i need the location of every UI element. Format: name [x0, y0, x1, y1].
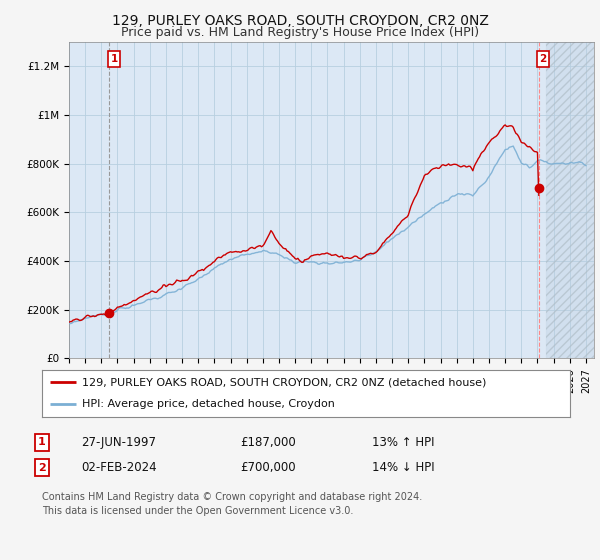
Bar: [545, 42, 594, 358]
Text: £700,000: £700,000: [240, 461, 296, 474]
Text: 2: 2: [38, 463, 46, 473]
Text: Price paid vs. HM Land Registry's House Price Index (HPI): Price paid vs. HM Land Registry's House …: [121, 26, 479, 39]
Text: £187,000: £187,000: [240, 436, 296, 449]
Bar: [545, 42, 594, 358]
Text: 14% ↓ HPI: 14% ↓ HPI: [372, 461, 434, 474]
Text: 1: 1: [38, 437, 46, 447]
Text: 129, PURLEY OAKS ROAD, SOUTH CROYDON, CR2 0NZ (detached house): 129, PURLEY OAKS ROAD, SOUTH CROYDON, CR…: [82, 377, 486, 388]
Text: 13% ↑ HPI: 13% ↑ HPI: [372, 436, 434, 449]
Text: 02-FEB-2024: 02-FEB-2024: [81, 461, 157, 474]
Text: HPI: Average price, detached house, Croydon: HPI: Average price, detached house, Croy…: [82, 399, 334, 409]
Text: 129, PURLEY OAKS ROAD, SOUTH CROYDON, CR2 0NZ: 129, PURLEY OAKS ROAD, SOUTH CROYDON, CR…: [112, 14, 488, 28]
Text: 27-JUN-1997: 27-JUN-1997: [81, 436, 156, 449]
Text: 1: 1: [110, 54, 118, 64]
Text: Contains HM Land Registry data © Crown copyright and database right 2024.
This d: Contains HM Land Registry data © Crown c…: [42, 492, 422, 516]
Text: 2: 2: [539, 54, 547, 64]
